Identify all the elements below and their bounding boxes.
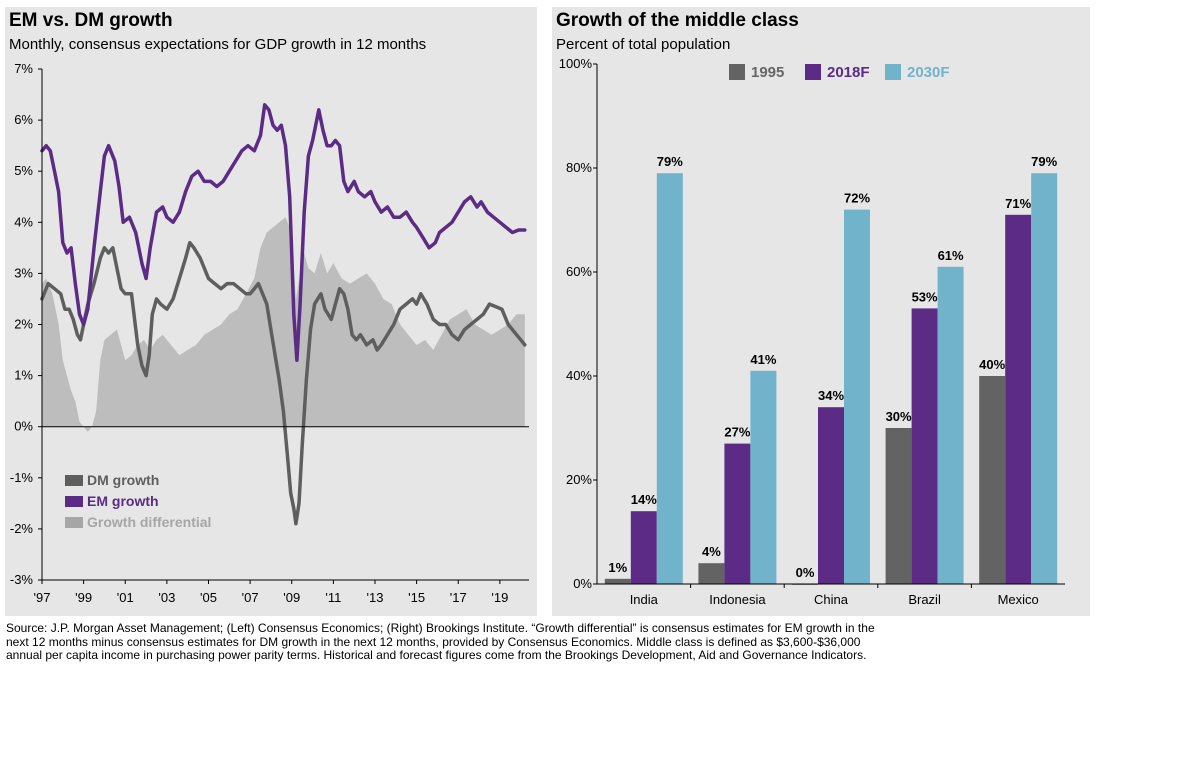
bar-china-2018f <box>818 407 844 584</box>
bar-data-label: 72% <box>844 191 870 206</box>
bar-data-label: 40% <box>979 357 1005 372</box>
series-growth-differential <box>42 217 525 432</box>
y-tick-label: 5% <box>14 163 33 178</box>
legend-swatch-2018f <box>805 64 821 80</box>
left-chart-subtitle: Monthly, consensus expectations for GDP … <box>9 36 427 53</box>
legend-swatch-2030f <box>885 64 901 80</box>
y-tick-label: 100% <box>559 56 593 71</box>
bar-china-2030f <box>844 209 870 584</box>
em-dm-growth-panel: EM vs. DM growth Monthly, consensus expe… <box>5 7 537 616</box>
bar-indonesia-2018f <box>724 443 751 584</box>
series-em-growth <box>40 103 527 363</box>
x-tick-label: '97 <box>34 590 51 605</box>
bar-india-2030f <box>656 173 683 584</box>
bar-data-label: 61% <box>938 248 964 263</box>
bar-data-label: 14% <box>631 492 657 507</box>
legend-swatch-1995 <box>729 64 745 80</box>
legend-label-em: EM growth <box>87 493 159 509</box>
bar-mexico-2018f <box>1005 214 1032 585</box>
y-tick-label: 0% <box>573 576 592 591</box>
middle-class-bar-chart: 1% 14% 79% 4% 27% 41% 0% 34% 72% 30% 53% 61% 40% 71% 7… <box>559 56 1065 607</box>
x-tick-label: '07 <box>242 590 259 605</box>
bar-data-label: 34% <box>818 388 844 403</box>
x-tick-label: '19 <box>491 590 508 605</box>
bar-india-2018f <box>630 511 657 584</box>
x-tick-label: '11 <box>325 590 341 605</box>
right-chart-legend: 1995 2018F 2030F <box>729 64 950 81</box>
legend-label-1995: 1995 <box>751 64 784 81</box>
left-chart-title: EM vs. DM growth <box>9 10 173 31</box>
y-tick-label: 60% <box>566 264 592 279</box>
bar-mexico-1995 <box>979 376 1006 584</box>
legend-swatch-em <box>65 496 83 507</box>
x-tick-label: '05 <box>200 590 217 605</box>
bar-data-label: 79% <box>657 154 683 169</box>
y-tick-label: 2% <box>14 317 33 332</box>
y-tick-label: -2% <box>10 521 34 536</box>
bar-data-label: 4% <box>702 544 721 559</box>
bar-brazil-2018f <box>911 308 938 584</box>
y-tick-label: 80% <box>566 160 592 175</box>
x-tick-label: '13 <box>367 590 384 605</box>
x-tick-label: '03 <box>158 590 175 605</box>
legend-label-diff: Growth differential <box>87 514 211 530</box>
y-tick-label: 4% <box>14 214 33 229</box>
y-tick-label: 40% <box>566 368 592 383</box>
legend-label-2030f: 2030F <box>907 64 950 81</box>
bar-data-label: 41% <box>750 352 776 367</box>
source-note: Source: J.P. Morgan Asset Management; (L… <box>6 621 875 662</box>
bar-indonesia-1995 <box>698 563 725 584</box>
x-category-label: India <box>630 592 659 607</box>
y-tick-label: 1% <box>14 368 33 383</box>
right-chart-title: Growth of the middle class <box>556 10 799 31</box>
bar-brazil-2030f <box>937 266 964 584</box>
bar-brazil-1995 <box>885 428 912 584</box>
left-chart-legend: DM growth EM growth Growth differential <box>65 472 211 530</box>
legend-label-dm: DM growth <box>87 472 159 488</box>
bar-data-label: 1% <box>608 560 627 575</box>
x-category-label: China <box>814 592 849 607</box>
x-tick-label: '17 <box>450 590 467 605</box>
y-tick-label: 7% <box>14 61 33 76</box>
bar-mexico-2030f <box>1031 173 1058 584</box>
bar-india-1995 <box>604 578 631 584</box>
middle-class-panel: Growth of the middle class Percent of to… <box>552 7 1090 616</box>
x-category-label: Brazil <box>908 592 941 607</box>
em-dm-line-chart: -3% -2% -1% 0% 1% 2% 3% 4% 5% 6% 7% '97 '99 '01 '03 '05… <box>10 61 529 605</box>
legend-swatch-diff <box>65 517 83 528</box>
y-tick-label: 20% <box>566 472 592 487</box>
x-category-label: Indonesia <box>709 592 766 607</box>
bar-data-label: 79% <box>1031 154 1057 169</box>
legend-swatch-dm <box>65 475 83 486</box>
x-tick-label: '15 <box>408 590 425 605</box>
bar-data-label: 0% <box>796 565 815 580</box>
bar-data-label: 30% <box>886 409 912 424</box>
x-tick-label: '99 <box>75 590 92 605</box>
bar-data-label: 27% <box>724 425 750 440</box>
right-chart-subtitle: Percent of total population <box>556 36 731 53</box>
y-tick-label: -3% <box>10 572 34 587</box>
series-dm-growth <box>40 240 527 526</box>
x-category-label: Mexico <box>998 592 1039 607</box>
legend-label-2018f: 2018F <box>827 64 870 81</box>
y-tick-label: -1% <box>10 470 34 485</box>
x-tick-label: '01 <box>117 590 134 605</box>
y-tick-label: 3% <box>14 265 33 280</box>
x-tick-label: '09 <box>283 590 300 605</box>
bar-data-label: 71% <box>1005 196 1031 211</box>
y-tick-label: 6% <box>14 112 33 127</box>
bar-indonesia-2030f <box>750 370 777 584</box>
y-tick-label: 0% <box>14 419 33 434</box>
bar-data-label: 53% <box>912 289 938 304</box>
